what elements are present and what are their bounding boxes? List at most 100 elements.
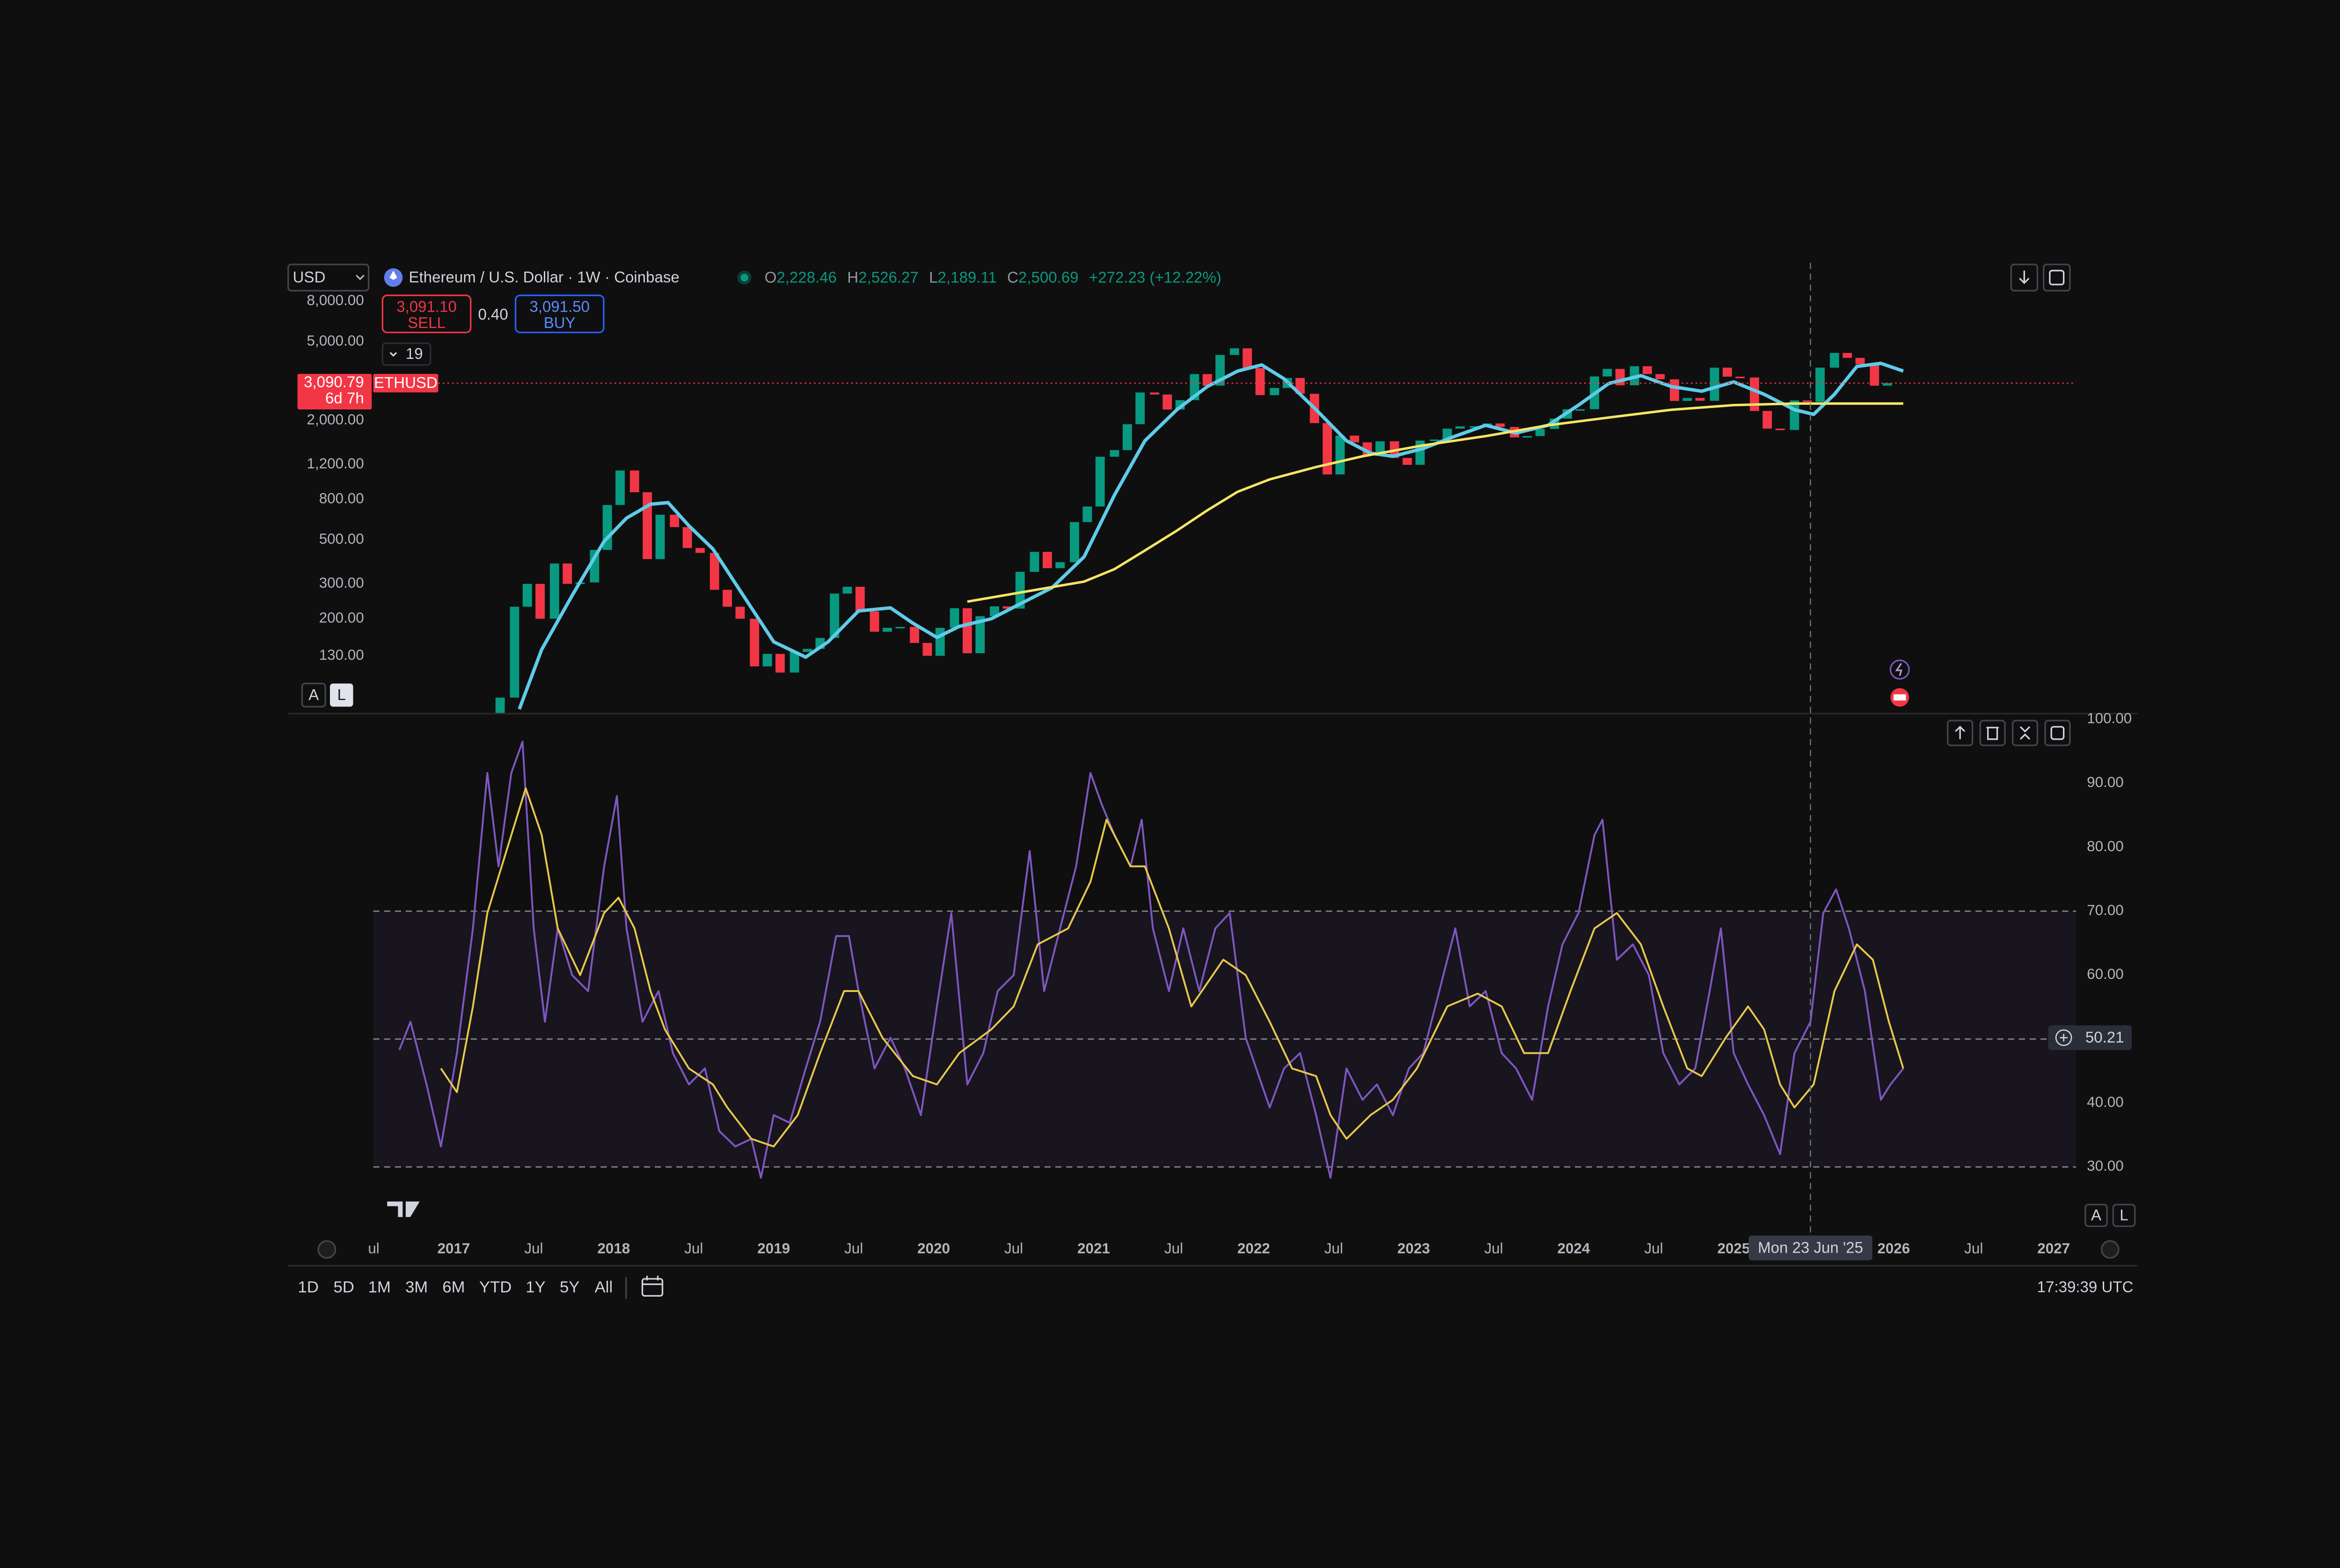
icon-collapse	[2019, 726, 2031, 740]
timeframe-button[interactable]: 3M	[405, 1278, 428, 1296]
candle	[922, 643, 932, 656]
y-tick-label: 2,000.00	[307, 411, 364, 428]
timeframe-button[interactable]: 5D	[334, 1278, 354, 1296]
candle	[590, 550, 600, 583]
currency-select[interactable]	[287, 263, 370, 292]
x-tick-label: 2026	[1877, 1240, 1910, 1257]
candle	[1095, 457, 1105, 507]
currency: USD	[293, 269, 326, 286]
timeframe-button[interactable]: 6M	[442, 1278, 465, 1296]
timeframe-button[interactable]: 1D	[298, 1278, 319, 1296]
candle	[1403, 458, 1412, 465]
candle	[709, 553, 719, 590]
candle	[962, 608, 972, 653]
x-tick-label: Jul	[844, 1240, 863, 1257]
candle	[1602, 369, 1612, 377]
x-tick-label: 2021	[1077, 1240, 1110, 1257]
candle	[803, 649, 812, 652]
candle	[1495, 423, 1505, 427]
candle	[1829, 353, 1839, 368]
x-tick-label: 2017	[438, 1240, 470, 1257]
timeframe-button[interactable]: YTD	[479, 1278, 512, 1296]
candle	[1335, 435, 1345, 474]
icon-maximize	[2050, 726, 2065, 740]
pane-button[interactable]	[1979, 720, 2006, 746]
scale-button[interactable]	[329, 683, 353, 707]
timeframe-button[interactable]: 1M	[368, 1278, 391, 1296]
scale-button[interactable]	[2112, 1203, 2136, 1227]
candle	[1055, 562, 1065, 569]
timeframe-button[interactable]: All	[595, 1278, 613, 1296]
x-tick-label: ul	[368, 1240, 379, 1257]
pane-button[interactable]	[2010, 263, 2039, 292]
candle	[1110, 450, 1119, 457]
calendar-icon[interactable]	[641, 1278, 664, 1297]
scale-log: L	[2120, 1207, 2128, 1224]
symbol-box	[373, 373, 439, 393]
candle	[1455, 426, 1465, 429]
pane-button[interactable]	[2044, 720, 2071, 746]
y-tick-label: 800.00	[319, 490, 364, 507]
timeframe-button[interactable]: 1Y	[526, 1278, 545, 1296]
candle	[495, 697, 505, 713]
candle	[935, 627, 945, 656]
price-pane	[373, 348, 2077, 713]
candle	[1149, 392, 1159, 395]
y-tick-label: 5,000.00	[307, 333, 364, 349]
candle	[1710, 367, 1719, 401]
candle	[1815, 367, 1825, 402]
x-tick-label: Jul	[1004, 1240, 1023, 1257]
candle	[1002, 606, 1012, 609]
candle	[1535, 429, 1545, 436]
candle	[549, 563, 559, 619]
scale-auto: A	[2091, 1207, 2101, 1224]
scale-button[interactable]	[301, 683, 326, 707]
calendar-glyph	[642, 1276, 663, 1285]
crosshair-label: Mon 23 Jun '25	[1758, 1239, 1863, 1256]
candle	[1070, 522, 1079, 562]
candle	[1655, 374, 1665, 379]
candle	[870, 611, 879, 632]
bottom-toolbar: 1D 5D 1M 3M 6M YTD 1Y 5Y All	[298, 1278, 613, 1296]
x-tick-label: 2024	[1558, 1240, 1590, 1257]
candle	[790, 652, 799, 673]
event-glyph	[1894, 694, 1906, 701]
candle	[883, 627, 892, 632]
y-tick-label: 40.00	[2087, 1094, 2124, 1110]
y-tick-label: 8,000.00	[307, 292, 364, 308]
zoom-button[interactable]	[317, 1240, 336, 1259]
icon-down	[2019, 270, 2030, 284]
y-tick-label: 1,200.00	[307, 455, 364, 472]
x-tick-label: Jul	[1644, 1240, 1663, 1257]
time-axis: ul 2017 Jul 2018 Jul 2019 Jul 2020 Jul 2021 Jul 202…	[368, 1240, 2070, 1257]
last-price-box	[297, 373, 372, 409]
candle	[735, 606, 745, 619]
scale-button[interactable]	[2084, 1203, 2108, 1227]
indicator-count: 19	[406, 345, 423, 363]
pane-button[interactable]	[2011, 720, 2039, 746]
timeframe-button[interactable]: 5Y	[560, 1278, 579, 1296]
candle	[1843, 353, 1852, 358]
market-status-dot	[740, 273, 748, 282]
candle	[1695, 398, 1705, 401]
candle	[670, 514, 680, 527]
countdown: 6d 7h	[325, 390, 364, 407]
pane-button[interactable]	[1947, 720, 1974, 746]
ohlc-key: L	[929, 269, 937, 286]
candle	[535, 583, 545, 619]
scale-auto: A	[308, 686, 319, 704]
tradingview-logo	[387, 1201, 420, 1217]
x-tick-label: 2018	[597, 1240, 630, 1257]
candle	[723, 590, 732, 607]
buy-button[interactable]	[514, 294, 605, 334]
crosshair-box	[1748, 1235, 1872, 1261]
buy-price: 3,091.50	[529, 298, 590, 315]
auto-button[interactable]	[2100, 1240, 2120, 1259]
candle	[1575, 409, 1585, 411]
pane-button[interactable]	[2042, 263, 2071, 292]
y-tick-label: 100.00	[2087, 710, 2132, 726]
sell-button[interactable]	[381, 294, 472, 334]
indicator-toggle[interactable]	[381, 342, 431, 366]
y-tick-label: 60.00	[2087, 966, 2124, 982]
y-tick-label: 130.00	[319, 647, 364, 663]
